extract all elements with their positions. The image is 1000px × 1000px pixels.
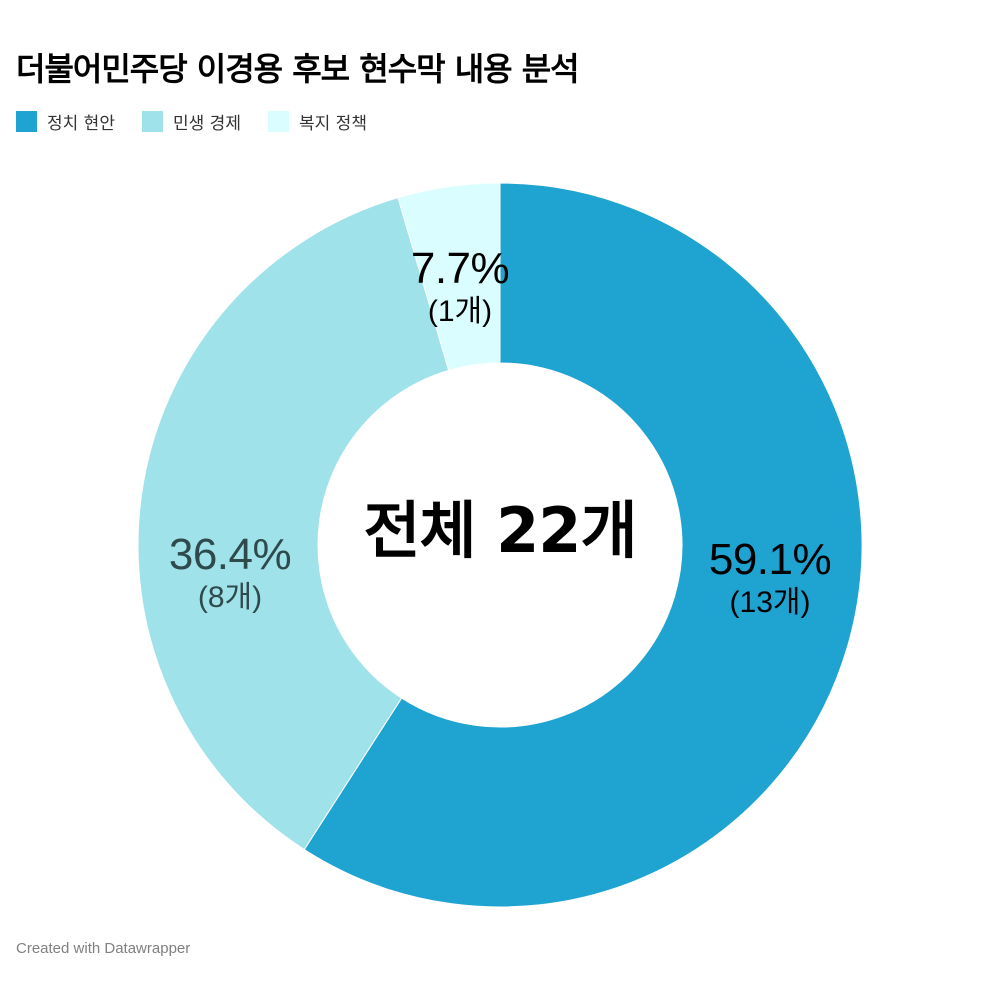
legend-item-welfare: 복지 정책 (268, 108, 367, 134)
legend-item-economy: 민생 경제 (142, 108, 241, 134)
donut-slice-politics (303, 182, 863, 908)
legend-swatch-politics (16, 110, 37, 132)
legend-label: 복지 정책 (299, 113, 367, 134)
percent-label: 59.1% (708, 535, 832, 584)
legend-item-politics: 정치 현안 (16, 108, 115, 134)
legend-swatch-welfare (268, 110, 289, 132)
slice-label-economy: 36.4% (8개) (150, 533, 310, 613)
percent-label: 36.4% (168, 530, 292, 579)
count-label: (13개) (729, 586, 811, 619)
count-label: (8개) (197, 581, 263, 614)
slice-label-welfare: 7.7% (1개) (390, 247, 530, 327)
legend-swatch-economy (142, 110, 163, 132)
legend-label: 정치 현안 (47, 113, 115, 134)
donut-slice-economy (137, 197, 450, 851)
legend-label: 민생 경제 (173, 113, 241, 134)
percent-label: 7.7% (410, 244, 510, 293)
slice-label-politics: 59.1% (13개) (690, 538, 850, 618)
center-total-label: 전체 22개 (363, 494, 638, 567)
count-label: (1개) (427, 295, 493, 328)
chart-title: 더불어민주당 이경용 후보 현수막 내용 분석 (16, 50, 580, 88)
datawrapper-credit: Created with Datawrapper (16, 940, 191, 957)
donut-slice-welfare (397, 182, 501, 371)
